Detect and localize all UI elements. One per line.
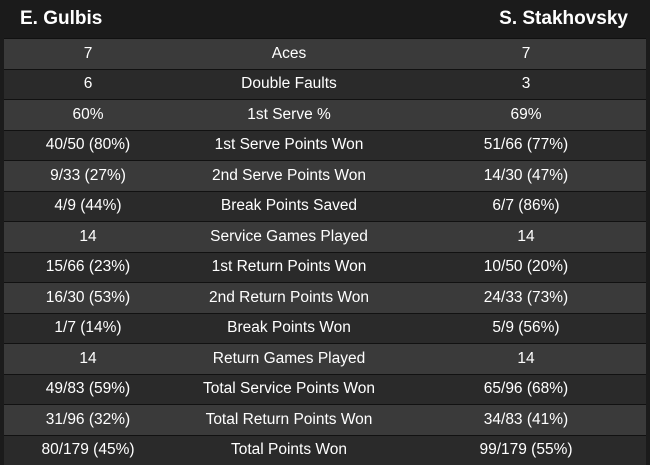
stat-label: Total Points Won xyxy=(172,441,406,459)
stat-right-value: 65/96 (68%) xyxy=(406,380,646,398)
stat-left-value: 7 xyxy=(4,45,172,63)
stat-left-value: 31/96 (32%) xyxy=(4,411,172,429)
stat-left-value: 16/30 (53%) xyxy=(4,289,172,307)
stat-left-value: 9/33 (27%) xyxy=(4,167,172,185)
stat-label: 2nd Return Points Won xyxy=(172,289,406,307)
stat-label: Break Points Won xyxy=(172,319,406,337)
stat-right-value: 7 xyxy=(406,45,646,63)
stat-left-value: 60% xyxy=(4,106,172,124)
stat-right-value: 14 xyxy=(406,228,646,246)
stat-right-value: 10/50 (20%) xyxy=(406,258,646,276)
player-right-name: S. Stakhovsky xyxy=(499,8,628,30)
stat-label: Service Games Played xyxy=(172,228,406,246)
player-left-name: E. Gulbis xyxy=(20,8,102,30)
stat-right-value: 5/9 (56%) xyxy=(406,319,646,337)
stat-right-value: 14/30 (47%) xyxy=(406,167,646,185)
stat-label: Break Points Saved xyxy=(172,197,406,215)
stat-label: Total Service Points Won xyxy=(172,380,406,398)
stat-right-value: 99/179 (55%) xyxy=(406,441,646,459)
stat-right-value: 6/7 (86%) xyxy=(406,197,646,215)
stat-label: Aces xyxy=(172,45,406,63)
stat-left-value: 14 xyxy=(4,228,172,246)
stat-right-value: 69% xyxy=(406,106,646,124)
stat-label: Total Return Points Won xyxy=(172,411,406,429)
stat-label: 1st Serve % xyxy=(172,106,406,124)
stat-row: 60%1st Serve %69% xyxy=(4,99,646,130)
stat-right-value: 51/66 (77%) xyxy=(406,136,646,154)
stat-label: Double Faults xyxy=(172,75,406,93)
stat-right-value: 3 xyxy=(406,75,646,93)
stat-left-value: 6 xyxy=(4,75,172,93)
stat-label: 1st Serve Points Won xyxy=(172,136,406,154)
stat-right-value: 34/83 (41%) xyxy=(406,411,646,429)
stat-left-value: 49/83 (59%) xyxy=(4,380,172,398)
stat-left-value: 4/9 (44%) xyxy=(4,197,172,215)
stat-label: 2nd Serve Points Won xyxy=(172,167,406,185)
stat-label: Return Games Played xyxy=(172,350,406,368)
stat-label: 1st Return Points Won xyxy=(172,258,406,276)
stat-left-value: 40/50 (80%) xyxy=(4,136,172,154)
stat-right-value: 14 xyxy=(406,350,646,368)
players-header: E. Gulbis S. Stakhovsky xyxy=(4,0,646,38)
stat-left-value: 80/179 (45%) xyxy=(4,441,172,459)
stat-right-value: 24/33 (73%) xyxy=(406,289,646,307)
stat-left-value: 1/7 (14%) xyxy=(4,319,172,337)
stat-left-value: 15/66 (23%) xyxy=(4,258,172,276)
stat-left-value: 14 xyxy=(4,350,172,368)
